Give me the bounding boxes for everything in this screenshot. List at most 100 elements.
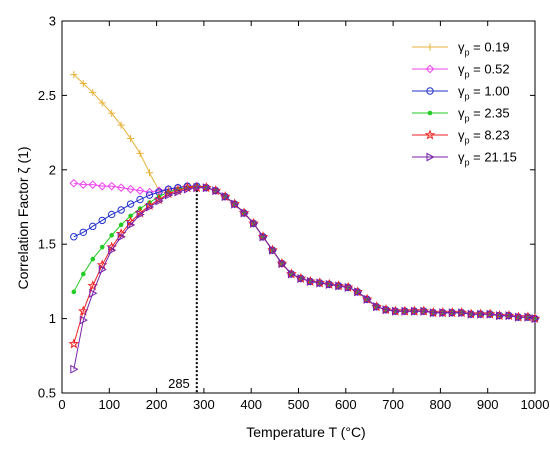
series-layer (68, 70, 541, 374)
series-line (73, 187, 536, 345)
series-line (73, 74, 536, 320)
x-tick-label: 1000 (521, 397, 550, 412)
data-point (98, 216, 106, 225)
data-point (363, 294, 372, 304)
axes: 0 100 200 300 400 500 600 700 800 900 1000 0.5 1 1.5 2… (38, 14, 550, 413)
data-point (89, 222, 97, 231)
data-point (496, 311, 505, 321)
data-point (335, 281, 344, 291)
data-point (429, 308, 438, 318)
x-tick-label: 300 (193, 397, 215, 412)
data-point (240, 208, 249, 218)
data-point (458, 308, 467, 318)
series-line (73, 185, 536, 320)
legend-marker (424, 129, 436, 140)
data-point (89, 288, 98, 298)
data-point (80, 271, 86, 277)
legend-label: γp = 0.19 (458, 40, 510, 58)
legend-symbol: γ (458, 62, 465, 77)
data-point (108, 245, 117, 255)
x-axis-label: Temperature T (°C) (246, 424, 365, 440)
x-tick-label: 0 (58, 397, 65, 412)
data-point (297, 273, 306, 283)
data-point (354, 287, 363, 297)
series-line (73, 185, 536, 320)
data-point (278, 259, 287, 268)
data-point (117, 206, 125, 214)
legend-marker (426, 87, 434, 95)
data-point (79, 228, 87, 236)
data-point (486, 309, 495, 319)
data-point (79, 79, 87, 88)
data-point (128, 213, 133, 219)
legend-subscript: p (465, 48, 470, 58)
data-point (382, 305, 391, 315)
legend-value: = 0.19 (470, 40, 510, 55)
data-point (155, 196, 164, 206)
data-point (136, 209, 145, 219)
legend-entry: γp = 21.15 (412, 150, 517, 168)
legend-symbol: γ (458, 84, 465, 99)
data-point (90, 256, 96, 262)
series-line (73, 182, 536, 320)
series-0.52 (69, 178, 540, 323)
legend-value: = 1.00 (470, 84, 510, 99)
legend-subscript: p (465, 136, 470, 146)
y-tick-label: 1.5 (38, 237, 56, 252)
data-point (514, 312, 524, 322)
y-tick-label: 3 (49, 14, 56, 29)
data-point (88, 180, 98, 189)
data-point (68, 338, 80, 349)
data-point (89, 88, 97, 97)
data-point (477, 309, 486, 319)
series-8.23 (68, 182, 541, 349)
legend-marker (426, 43, 434, 51)
data-point (97, 181, 107, 191)
data-point (259, 232, 268, 242)
data-point (126, 134, 135, 143)
data-point (78, 180, 88, 189)
x-tick-label: 500 (288, 397, 310, 412)
data-point (117, 232, 126, 242)
data-point (467, 309, 476, 319)
data-point (98, 99, 106, 107)
data-point (107, 210, 116, 219)
legend-marker (425, 64, 435, 74)
data-point (126, 184, 135, 194)
legend-marker (426, 152, 435, 162)
data-point (306, 276, 315, 286)
data-point (410, 306, 420, 316)
legend-subscript: p (465, 114, 470, 124)
data-point (146, 202, 155, 212)
y-tick-label: 1 (49, 311, 56, 326)
data-point (268, 245, 278, 255)
x-tick-label: 600 (335, 397, 357, 412)
data-point (174, 187, 183, 197)
x-tick-label: 800 (430, 397, 452, 412)
data-point (136, 195, 144, 204)
data-point (448, 308, 457, 318)
legend-value: = 2.35 (470, 106, 510, 121)
data-point (118, 222, 124, 228)
legend-label: γp = 21.15 (458, 150, 517, 168)
data-point (531, 314, 540, 324)
data-point (127, 220, 136, 230)
data-point (70, 233, 78, 241)
legend-entry: γp = 0.52 (412, 62, 510, 80)
y-tick-label: 2 (49, 162, 56, 177)
series-2.35 (71, 183, 538, 321)
legend-subscript: p (465, 92, 470, 102)
legend-subscript: p (465, 70, 470, 80)
data-point (108, 109, 116, 117)
data-point (126, 200, 135, 208)
legend-symbol: γ (458, 40, 465, 55)
y-tick-label: 2.5 (38, 88, 56, 103)
legend-subscript: p (465, 158, 470, 168)
y-tick-label: 0.5 (38, 386, 56, 401)
legend-value: = 21.15 (470, 150, 517, 165)
data-point (344, 282, 353, 292)
legend-symbol: γ (458, 128, 465, 143)
